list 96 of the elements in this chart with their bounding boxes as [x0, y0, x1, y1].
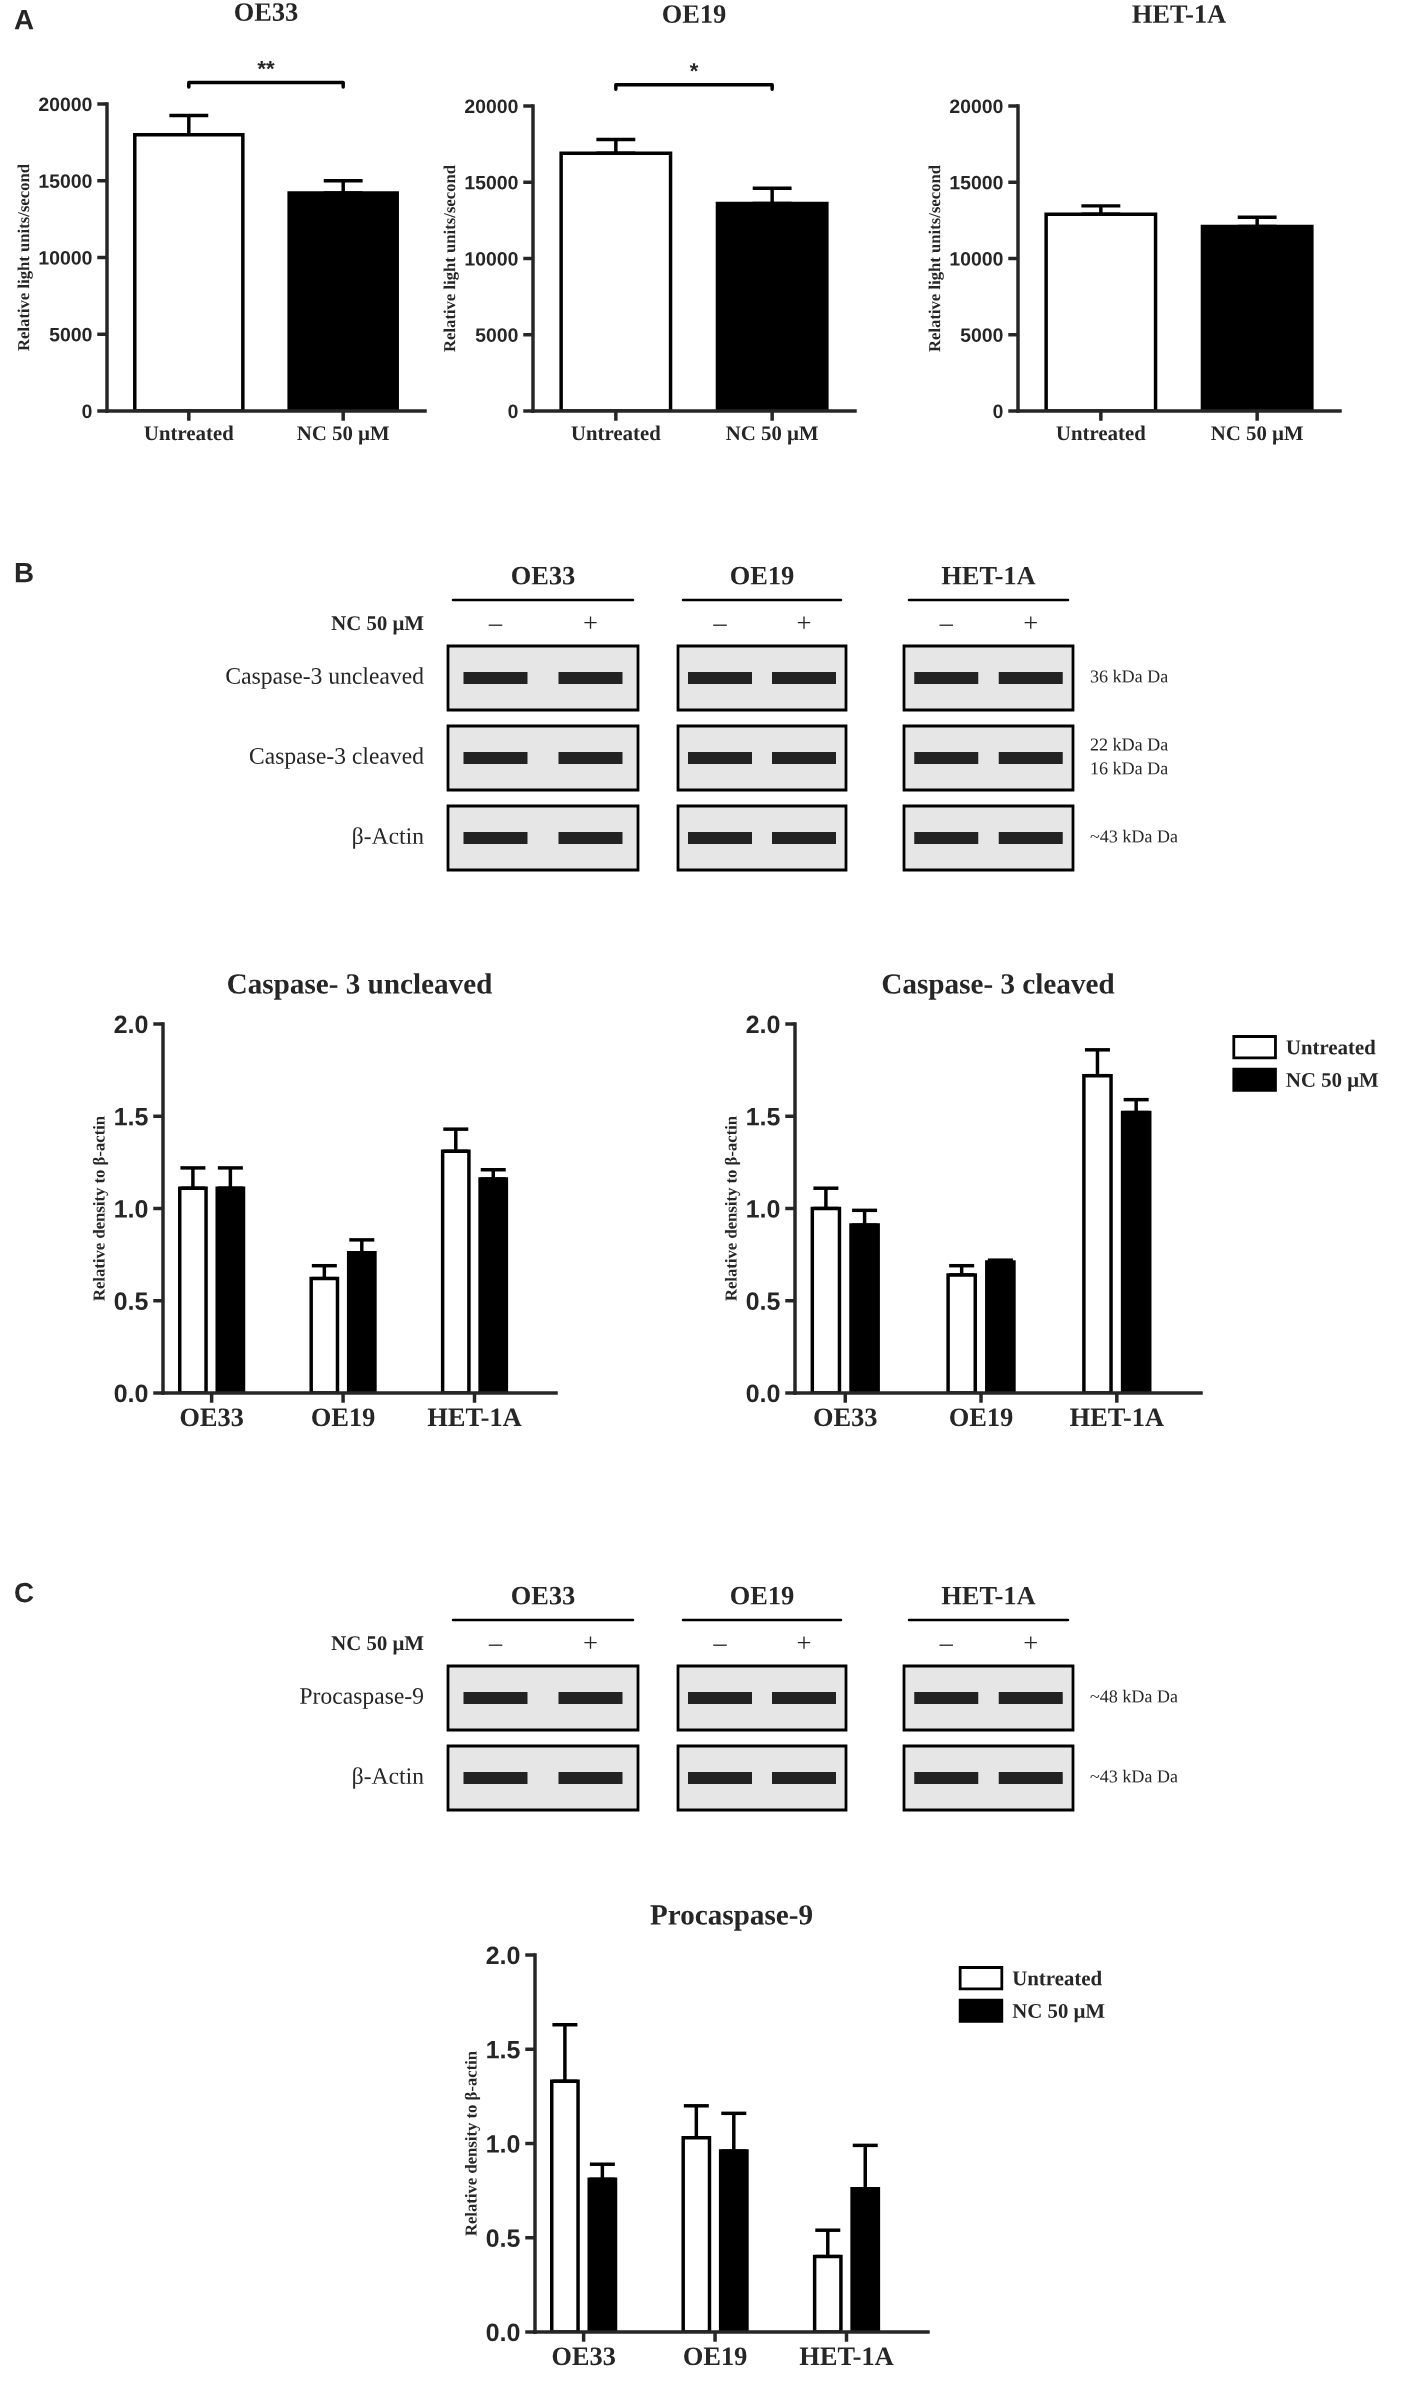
x-tick-label: HET-1A: [799, 2347, 894, 2365]
y-tick-label: 10000: [465, 251, 518, 266]
text: +: [1024, 616, 1037, 629]
y-tick-label: 2.0: [114, 1015, 148, 1034]
y-tick-label: 2.0: [486, 1946, 520, 1965]
chart-title: HET-1A: [1132, 5, 1226, 23]
legend-label: NC 50 μM: [1012, 2003, 1105, 2023]
category-label: Caspase-3 uncleaved: [226, 667, 424, 689]
category-label: Caspase-3 cleaved: [249, 747, 424, 769]
text: B: [15, 563, 33, 583]
y-tick-label: 1.0: [747, 1200, 780, 1218]
x-tick-label: HET-1A: [427, 1408, 522, 1426]
y-tick-label: 0: [508, 404, 518, 419]
y-tick-label: 15000: [950, 175, 1003, 190]
y-axis-title: Relative density to β-actin: [92, 1116, 109, 1301]
text: +: [584, 616, 597, 629]
y-tick-label: 20000: [39, 97, 92, 112]
y-tick-label: 10000: [39, 250, 92, 265]
category-label: ~48 kDa Da: [1090, 1689, 1178, 1703]
text: +: [797, 1636, 811, 1649]
x-tick-label: OE33: [814, 1408, 877, 1427]
x-tick-label: OE33: [180, 1408, 243, 1427]
category-label: OE19: [731, 566, 794, 585]
y-tick-label: 0.5: [486, 2229, 520, 2248]
category-label: HET-1A: [941, 1586, 1036, 1605]
y-tick-label: 0: [82, 404, 92, 419]
text: +: [797, 616, 811, 629]
text: **: [257, 61, 275, 70]
category-label: β-Actin: [353, 827, 424, 849]
chart-title: Caspase- 3 uncleaved: [228, 973, 493, 1000]
y-axis-title: Relative light units/second: [443, 165, 459, 352]
legend-label: Untreated: [1012, 1970, 1102, 1986]
text: +: [1024, 1636, 1037, 1649]
text: –: [939, 624, 954, 626]
y-tick-label: 20000: [950, 99, 1003, 114]
category-label: ~43 kDa Da: [1090, 829, 1178, 843]
y-tick-label: 5000: [960, 328, 1003, 342]
y-tick-label: 1.0: [487, 2135, 520, 2153]
text: –: [939, 1644, 954, 1646]
x-tick-label: Untreated: [144, 425, 234, 441]
text: +: [584, 1636, 597, 1649]
y-tick-label: 0.5: [114, 1292, 148, 1311]
text: *: [689, 63, 699, 72]
y-axis-title: Relative light units/second: [928, 165, 944, 352]
text: –: [488, 624, 503, 626]
text: NC 50 μM: [331, 1636, 424, 1655]
y-axis-title: Relative light units/second: [17, 164, 33, 351]
y-axis-title: Relative density to β-actin: [464, 2051, 481, 2236]
y-tick-label: 0: [993, 404, 1003, 419]
x-tick-label: Untreated: [571, 425, 661, 441]
y-tick-label: 5000: [49, 327, 92, 342]
y-tick-label: 1.5: [115, 1108, 148, 1126]
text: –: [713, 624, 727, 626]
category-label: β-Actin: [353, 1767, 424, 1789]
y-tick-label: 2.0: [746, 1015, 780, 1034]
x-tick-label: OE19: [950, 1408, 1013, 1427]
legend-label: Untreated: [1286, 1039, 1376, 1055]
category-label: 36 kDa Da: [1090, 669, 1168, 683]
x-tick-label: NC 50 μM: [1211, 426, 1303, 445]
x-tick-label: NC 50 μM: [726, 426, 818, 445]
y-tick-label: 1.5: [747, 1108, 780, 1126]
y-tick-label: 0.0: [746, 1384, 780, 1403]
chart-title: Caspase- 3 cleaved: [882, 973, 1115, 1000]
y-tick-label: 20000: [465, 99, 518, 114]
y-tick-label: 1.5: [487, 2041, 520, 2059]
text: NC 50 μM: [331, 616, 424, 635]
category-label: HET-1A: [941, 566, 1036, 585]
category-label: 22 kDa Da 16 kDa Da: [1090, 737, 1168, 775]
text: A: [14, 10, 34, 30]
category-label: OE33: [512, 566, 575, 585]
chart-title: OE19: [663, 5, 726, 23]
y-tick-label: 15000: [465, 175, 518, 190]
chart-title: Procaspase-9: [650, 1905, 812, 1931]
x-tick-label: HET-1A: [1070, 1408, 1164, 1426]
category-label: Procaspase-9: [300, 1688, 424, 1709]
y-tick-label: 15000: [39, 174, 92, 188]
text: –: [488, 1644, 503, 1646]
x-tick-label: Untreated: [1056, 425, 1146, 441]
chart-title: OE33: [235, 3, 298, 21]
category-label: ~43 kDa Da: [1090, 1769, 1178, 1783]
x-tick-label: NC 50 μM: [297, 426, 389, 445]
y-axis-title: Relative density to β-actin: [724, 1116, 741, 1301]
x-tick-label: OE33: [552, 2347, 615, 2366]
y-tick-label: 5000: [475, 328, 518, 342]
x-tick-label: OE19: [684, 2347, 747, 2366]
y-tick-label: 0.0: [114, 1384, 148, 1403]
y-tick-label: 0.0: [486, 2323, 520, 2342]
category-label: OE19: [731, 1586, 794, 1605]
y-tick-label: 1.0: [115, 1200, 148, 1218]
legend-label: NC 50 μM: [1286, 1072, 1379, 1092]
category-label: OE33: [512, 1586, 575, 1605]
y-tick-label: 0.5: [746, 1292, 780, 1311]
text: –: [713, 1644, 727, 1646]
text: C: [15, 1582, 34, 1603]
x-tick-label: OE19: [312, 1408, 375, 1427]
y-tick-label: 10000: [950, 251, 1003, 266]
